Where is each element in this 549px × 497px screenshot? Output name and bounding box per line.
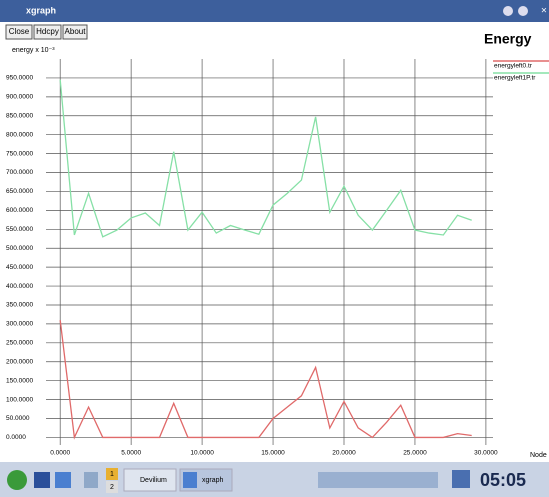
taskbar-icon[interactable] [34, 472, 50, 488]
plot: 0.0000 50.0000 100.0000 150.0000 200.0000 250… [6, 59, 549, 457]
tray-icon[interactable] [452, 470, 470, 488]
button[interactable] [62, 24, 88, 40]
y-tick-label: 950.0000 [6, 75, 33, 82]
y-tick-label: 550.0000 [6, 226, 33, 233]
y-tick-label: 0.0000 [6, 434, 26, 441]
minimize-button[interactable] [503, 6, 513, 16]
x-tick-label: 5.0000 [121, 450, 141, 457]
task-label[interactable]: xgraph [202, 477, 224, 484]
window-title: xgraph [26, 5, 56, 15]
y-tick-label: 200.0000 [6, 358, 33, 365]
y-tick-label: 900.0000 [6, 94, 33, 101]
y-axis-label: energy x 10⁻³ [12, 47, 55, 54]
taskbar-icon[interactable] [55, 472, 71, 488]
y-tick-label: 600.0000 [6, 207, 33, 214]
tray [318, 472, 438, 488]
taskbar-icon[interactable] [84, 472, 98, 488]
y-tick-label: 650.0000 [6, 188, 33, 195]
y-tick-label: 150.0000 [6, 377, 33, 384]
series-line [59, 320, 472, 440]
y-tick-label: 800.0000 [6, 131, 33, 138]
workspace-label[interactable]: 1 [110, 471, 114, 478]
button[interactable] [5, 24, 33, 40]
y-tick-label: 250.0000 [6, 340, 33, 347]
y-tick-label: 750.0000 [6, 150, 33, 157]
x-tick-label: 0.0000 [50, 450, 70, 457]
chart-title: Energy [484, 31, 532, 47]
button-label[interactable]: Close [9, 27, 30, 36]
y-tick-label: 500.0000 [6, 245, 33, 252]
y-tick-label: 400.0000 [6, 283, 33, 290]
workspace-label[interactable]: 2 [110, 484, 114, 491]
legend-label: energyleft1P.tr [494, 75, 536, 82]
series-line [59, 79, 472, 238]
start-button[interactable] [7, 470, 27, 490]
y-tick-label: 350.0000 [6, 302, 33, 309]
button[interactable] [33, 24, 62, 40]
y-tick-label: 50.0000 [6, 415, 30, 422]
task-label[interactable]: Devilium [140, 477, 167, 484]
y-tick-label: 850.0000 [6, 112, 33, 119]
y-tick-label: 450.0000 [6, 264, 33, 271]
y-tick-label: 100.0000 [6, 396, 33, 403]
x-tick-label: 15.0000 [261, 450, 285, 457]
close-x[interactable]: × [541, 6, 547, 17]
y-tick-label: 300.0000 [6, 321, 33, 328]
legend-label: energyleft0.tr [494, 63, 533, 70]
y-tick-label: 700.0000 [6, 169, 33, 176]
button-label[interactable]: Hdcpy [36, 27, 59, 36]
task-icon [183, 472, 197, 488]
x-tick-label: 20.0000 [332, 450, 356, 457]
x-tick-label: 25.0000 [403, 450, 427, 457]
x-tick-label: 10.0000 [190, 450, 214, 457]
button-label[interactable]: About [65, 27, 87, 36]
maximize-button[interactable] [518, 6, 528, 16]
task-button[interactable] [123, 468, 177, 492]
workspace[interactable] [106, 481, 118, 493]
toolbar: Close Hdcpy About [5, 24, 88, 40]
x-tick-label: 30.0000 [474, 450, 498, 457]
clock: 05:05 [480, 470, 526, 490]
x-axis-label: Node [530, 452, 547, 459]
title-bar [0, 0, 549, 22]
workspace[interactable] [106, 468, 118, 480]
